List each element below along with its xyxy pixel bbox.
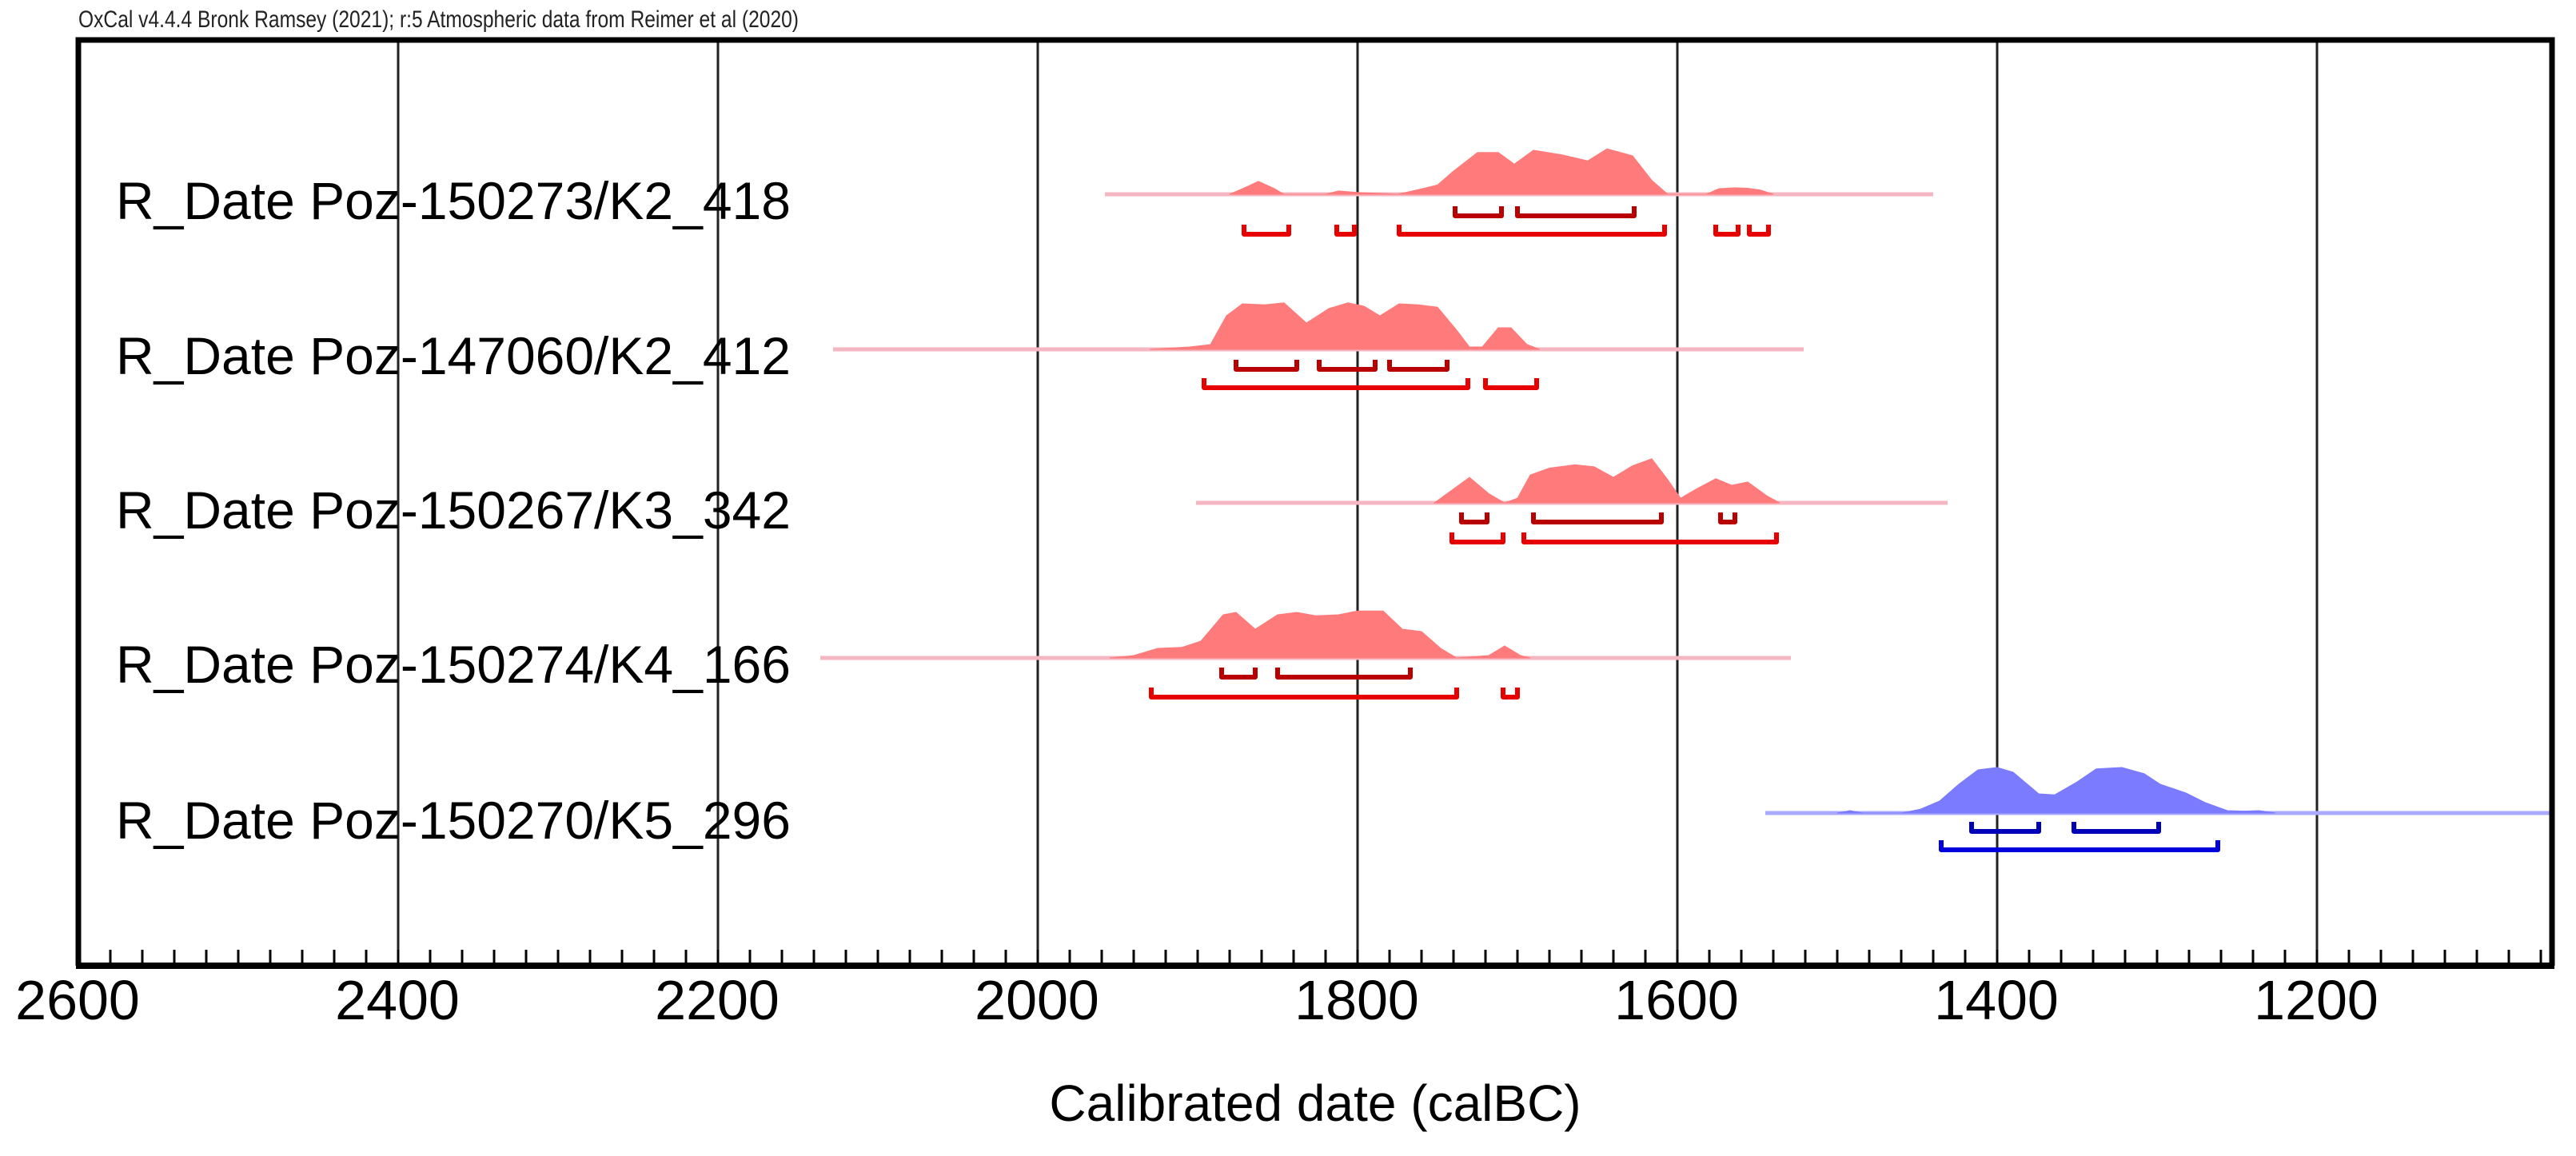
range-95-bracket (1334, 225, 1357, 237)
range-68-bracket (1317, 360, 1378, 372)
distribution-4 (1765, 767, 2552, 852)
probability-density-area (1836, 767, 2276, 814)
range-95-bracket (1149, 688, 1459, 700)
range-68-bracket (1969, 822, 2041, 834)
series-label-poz-150273: R_Date Poz-150273/K2_418 (116, 171, 791, 230)
series-label-poz-150270: R_Date Poz-150270/K5_296 (116, 791, 791, 850)
range-68-bracket (2072, 822, 2161, 834)
tick-label-2600: 2600 (15, 969, 140, 1031)
tick-label-1600: 1600 (1614, 969, 1739, 1031)
probability-distributions (820, 148, 2552, 852)
range-68-bracket (1275, 668, 1413, 680)
range-68-bracket (1718, 512, 1737, 524)
distribution-3 (820, 610, 1791, 700)
x-axis-title: Calibrated date (calBC) (1049, 1074, 1581, 1132)
probability-density-area (1109, 610, 1531, 659)
range-68-bracket (1453, 206, 1504, 218)
tick-label-2400: 2400 (335, 969, 460, 1031)
range-95-bracket (1449, 532, 1505, 544)
tick-label-1200: 1200 (2254, 969, 2379, 1031)
range-95-bracket (1501, 688, 1520, 700)
chart-header-oxcal-version: OxCal v4.4.4 Bronk Ramsey (2021); r:5 At… (78, 6, 800, 33)
plot-frame (75, 37, 2555, 969)
tick-label-1800: 1800 (1294, 969, 1419, 1031)
tick-label-2200: 2200 (655, 969, 780, 1031)
tick-label-2000: 2000 (975, 969, 1099, 1031)
tick-label-1400: 1400 (1934, 969, 2059, 1031)
series-label-poz-150267: R_Date Poz-150267/K3_342 (116, 480, 791, 540)
range-68-bracket (1234, 360, 1299, 372)
distribution-1 (833, 302, 1804, 390)
range-95-bracket (1483, 378, 1539, 390)
range-68-bracket (1459, 512, 1489, 524)
range-95-bracket (1202, 378, 1470, 390)
probability-density-area (1433, 458, 1780, 504)
probability-density-area (1149, 302, 1541, 350)
range-95-bracket (1242, 225, 1291, 237)
range-68-bracket (1515, 206, 1637, 218)
distribution-2 (1196, 458, 1948, 544)
range-68-bracket (1387, 360, 1449, 372)
range-68-bracket (1531, 512, 1664, 524)
range-68-bracket (1219, 668, 1258, 680)
series-label-poz-150274: R_Date Poz-150274/K4_166 (116, 635, 791, 694)
range-95-bracket (1397, 225, 1667, 237)
x-axis-ticks (77, 950, 2542, 966)
range-95-bracket (1713, 225, 1741, 237)
range-95-bracket (1747, 225, 1771, 237)
range-95-bracket (1521, 532, 1779, 544)
series-label-poz-147060: R_Date Poz-147060/K2_412 (116, 326, 791, 385)
plot-border (75, 37, 2555, 966)
probability-density-area (1229, 148, 1774, 195)
range-95-bracket (1939, 840, 2220, 852)
distribution-0 (1105, 148, 1933, 237)
